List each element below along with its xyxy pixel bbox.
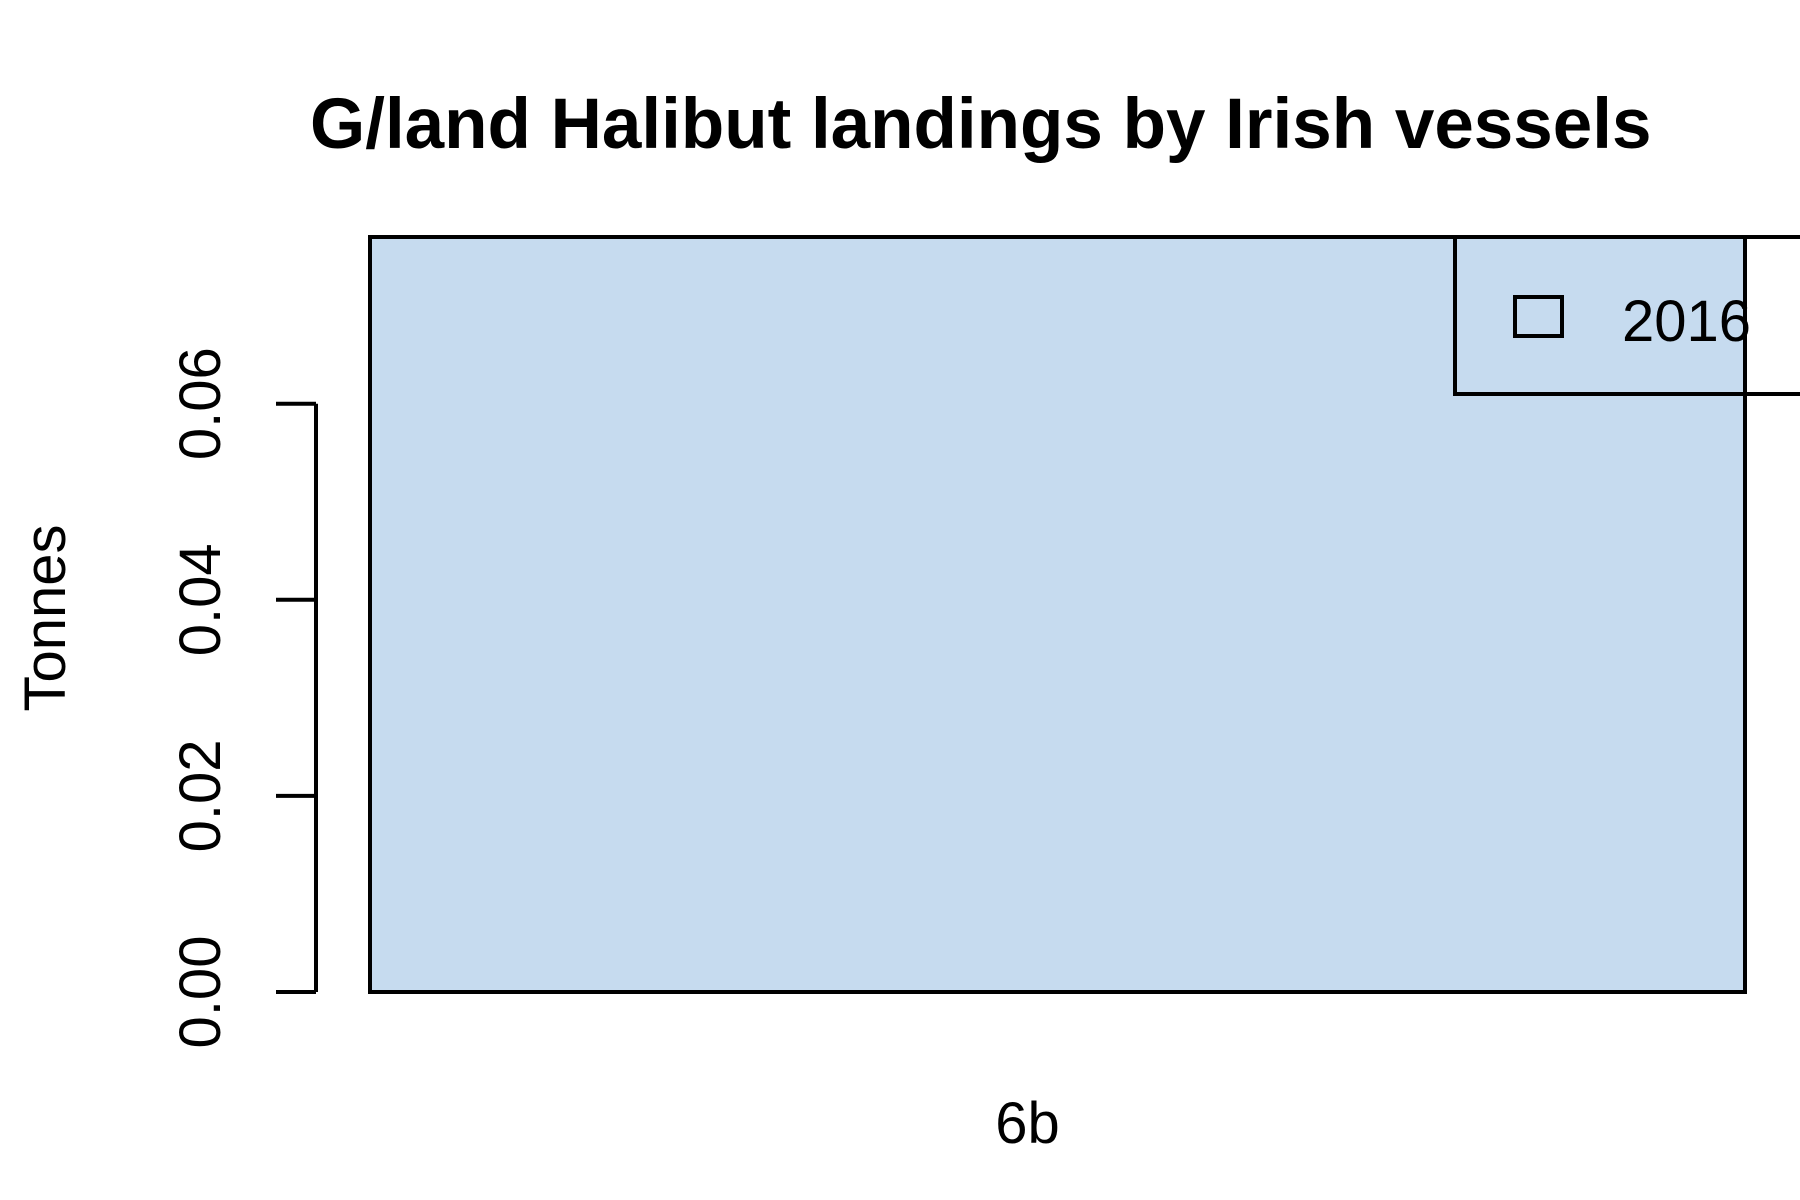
y-tick-label: 0.06 — [168, 347, 233, 460]
y-tick-label: 0.00 — [168, 936, 233, 1049]
x-axis-labels: 6b — [995, 1091, 1060, 1156]
y-tick-label: 0.02 — [168, 739, 233, 852]
legend-label: 2016 — [1622, 289, 1751, 354]
x-tick-label: 6b — [995, 1091, 1060, 1156]
legend-swatch — [1513, 295, 1564, 338]
y-axis: 0.00 0.02 0.04 0.06 — [168, 347, 318, 1049]
legend: 2016 — [1453, 235, 1800, 396]
y-axis-label: Tonnes — [13, 524, 78, 711]
legend-box — [1453, 235, 1800, 396]
y-tick-label: 0.04 — [168, 543, 233, 656]
bar — [368, 235, 1747, 994]
chart-title: G/land Halibut landings by Irish vessels — [310, 85, 1651, 164]
bars-group — [368, 235, 1747, 994]
